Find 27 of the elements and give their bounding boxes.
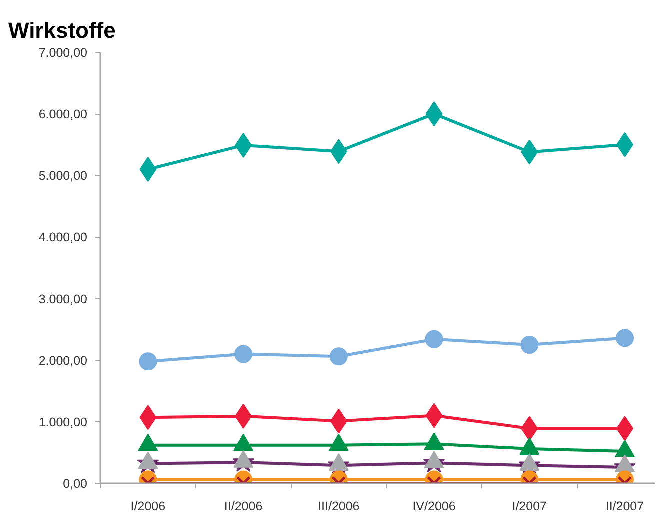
chart-title: Wirkstoffe bbox=[8, 18, 116, 43]
y-tick-label: 6.000,00 bbox=[38, 108, 88, 122]
y-tick-label: 2.000,00 bbox=[38, 354, 88, 368]
x-tick-label: II/2007 bbox=[606, 500, 644, 514]
y-tick-label: 0,00 bbox=[63, 477, 88, 491]
x-tick-label: III/2006 bbox=[318, 500, 360, 514]
point bbox=[138, 434, 158, 452]
point bbox=[328, 454, 349, 472]
x-tick-label: IV/2006 bbox=[412, 500, 456, 514]
point bbox=[328, 434, 349, 452]
y-tick-label: 1.000,00 bbox=[38, 415, 88, 430]
x-tick-label: I/2007 bbox=[512, 500, 548, 514]
y-tick-label: 7.000,00 bbox=[38, 46, 88, 60]
y-tick-label: 4.000,00 bbox=[38, 230, 88, 245]
y-tick-label: 5.000,00 bbox=[38, 169, 88, 184]
point bbox=[424, 451, 444, 469]
point bbox=[614, 454, 635, 472]
x-tick-label: II/2006 bbox=[224, 500, 263, 514]
y-tick-label: 3.000,00 bbox=[38, 292, 88, 306]
point bbox=[138, 452, 158, 470]
point bbox=[234, 434, 254, 452]
x-tick-label: I/2006 bbox=[130, 500, 166, 514]
point bbox=[234, 450, 254, 468]
point bbox=[520, 438, 540, 456]
point bbox=[520, 454, 540, 472]
point bbox=[424, 432, 444, 450]
point bbox=[614, 440, 635, 458]
